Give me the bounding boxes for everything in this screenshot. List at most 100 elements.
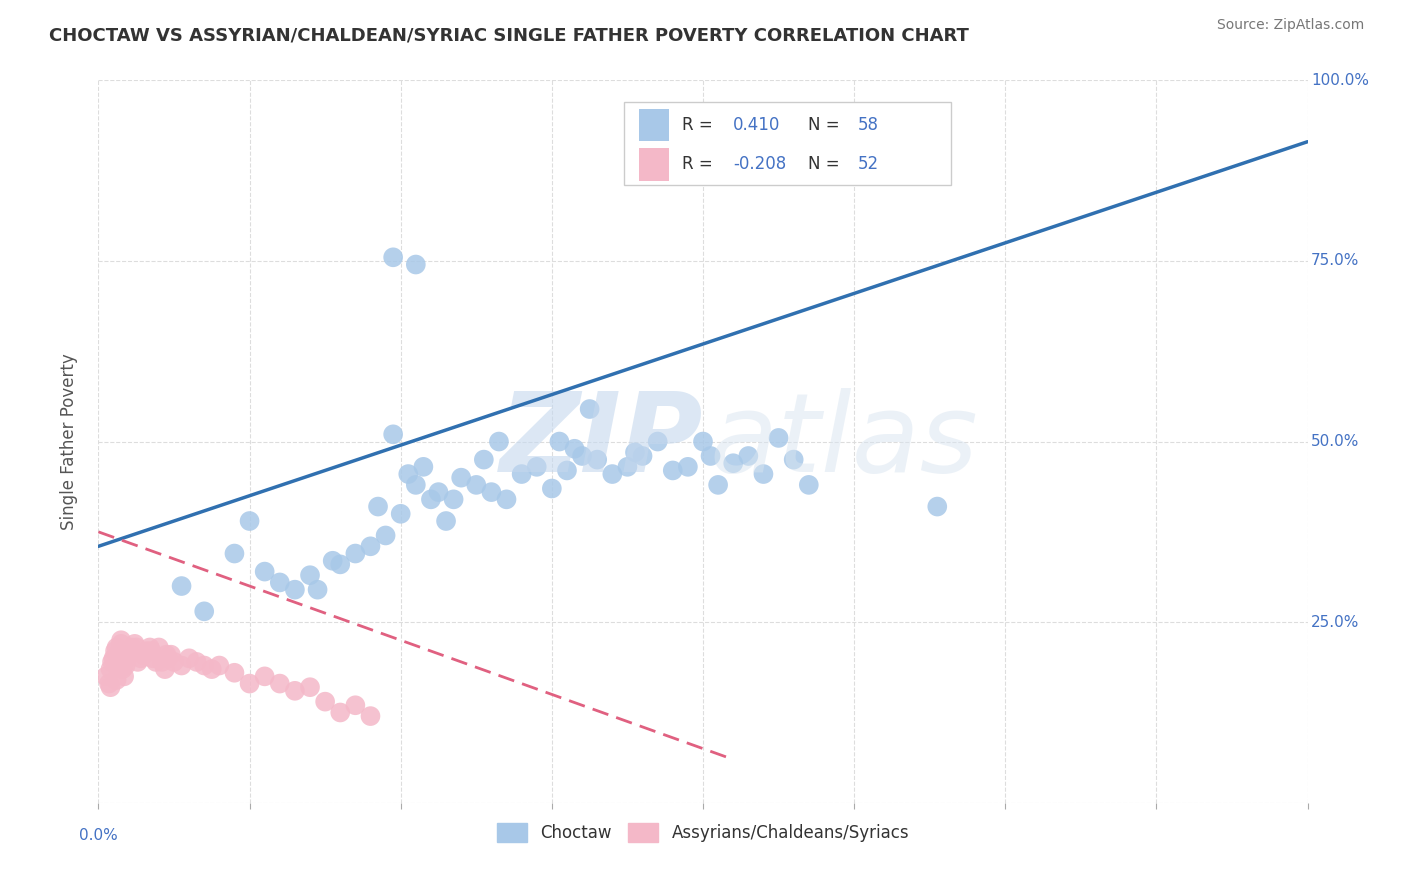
- Point: [142, 651, 165, 665]
- Point: [783, 452, 806, 467]
- Text: N =: N =: [808, 116, 845, 134]
- Point: [465, 478, 488, 492]
- Point: [329, 706, 352, 720]
- Point: [314, 695, 336, 709]
- Point: [170, 579, 193, 593]
- Point: [105, 673, 128, 687]
- Text: CHOCTAW VS ASSYRIAN/CHALDEAN/SYRIAC SINGLE FATHER POVERTY CORRELATION CHART: CHOCTAW VS ASSYRIAN/CHALDEAN/SYRIAC SING…: [49, 27, 969, 45]
- Point: [737, 449, 759, 463]
- Point: [299, 568, 322, 582]
- Text: R =: R =: [682, 116, 718, 134]
- Point: [768, 431, 790, 445]
- Point: [253, 565, 276, 579]
- Point: [239, 676, 262, 690]
- Point: [624, 445, 647, 459]
- Point: [450, 470, 472, 484]
- Point: [114, 658, 136, 673]
- Point: [108, 655, 131, 669]
- Point: [427, 485, 450, 500]
- Point: [103, 651, 125, 665]
- Point: [129, 651, 152, 665]
- Point: [322, 554, 344, 568]
- Legend: Choctaw, Assyrians/Chaldeans/Syriacs: Choctaw, Assyrians/Chaldeans/Syriacs: [491, 816, 915, 848]
- Text: 52: 52: [858, 155, 879, 173]
- Point: [481, 485, 503, 500]
- Point: [299, 680, 322, 694]
- Point: [707, 478, 730, 492]
- Point: [141, 644, 163, 658]
- Point: [631, 449, 654, 463]
- Point: [118, 644, 141, 658]
- Point: [647, 434, 669, 449]
- Point: [253, 669, 276, 683]
- Point: [548, 434, 571, 449]
- Text: -0.208: -0.208: [734, 155, 786, 173]
- Point: [526, 459, 548, 474]
- Text: 0.410: 0.410: [734, 116, 780, 134]
- Point: [269, 575, 291, 590]
- Point: [110, 633, 132, 648]
- Point: [472, 452, 495, 467]
- Point: [602, 467, 624, 481]
- Point: [121, 640, 143, 655]
- Point: [360, 539, 382, 553]
- Point: [578, 402, 600, 417]
- Text: 25.0%: 25.0%: [1312, 615, 1360, 630]
- Point: [150, 655, 173, 669]
- Point: [699, 449, 721, 463]
- Point: [927, 500, 949, 514]
- Point: [564, 442, 586, 456]
- Point: [110, 637, 132, 651]
- Point: [412, 459, 434, 474]
- Point: [163, 655, 186, 669]
- Text: atlas: atlas: [709, 388, 977, 495]
- Point: [135, 644, 157, 658]
- Point: [98, 676, 121, 690]
- Point: [193, 604, 215, 618]
- Point: [616, 459, 638, 474]
- Point: [100, 680, 122, 694]
- Point: [586, 452, 609, 467]
- Point: [179, 651, 201, 665]
- Point: [284, 683, 307, 698]
- Point: [488, 434, 510, 449]
- Point: [160, 648, 183, 662]
- Point: [224, 665, 246, 680]
- Point: [360, 709, 382, 723]
- Point: [510, 467, 533, 481]
- Point: [107, 648, 129, 662]
- Point: [105, 640, 128, 655]
- Point: [269, 676, 291, 690]
- Point: [723, 456, 745, 470]
- Point: [125, 640, 148, 655]
- Point: [284, 582, 307, 597]
- Point: [208, 658, 231, 673]
- Bar: [638, 148, 669, 180]
- Point: [148, 640, 170, 655]
- Point: [329, 558, 352, 572]
- Point: [224, 547, 246, 561]
- Point: [692, 434, 714, 449]
- Point: [155, 648, 177, 662]
- Point: [145, 655, 167, 669]
- Point: [124, 637, 146, 651]
- Point: [676, 459, 699, 474]
- Point: [94, 669, 117, 683]
- Point: [201, 662, 224, 676]
- Point: [382, 250, 405, 264]
- Point: [396, 467, 419, 481]
- Text: 58: 58: [858, 116, 879, 134]
- Point: [797, 478, 820, 492]
- Point: [112, 669, 135, 683]
- Text: 50.0%: 50.0%: [1312, 434, 1360, 449]
- Point: [186, 655, 208, 669]
- Point: [443, 492, 465, 507]
- Point: [571, 449, 593, 463]
- Point: [153, 662, 176, 676]
- Point: [555, 463, 578, 477]
- Point: [382, 427, 405, 442]
- Text: 100.0%: 100.0%: [1312, 73, 1369, 87]
- Point: [405, 258, 427, 272]
- Point: [127, 655, 149, 669]
- Point: [239, 514, 262, 528]
